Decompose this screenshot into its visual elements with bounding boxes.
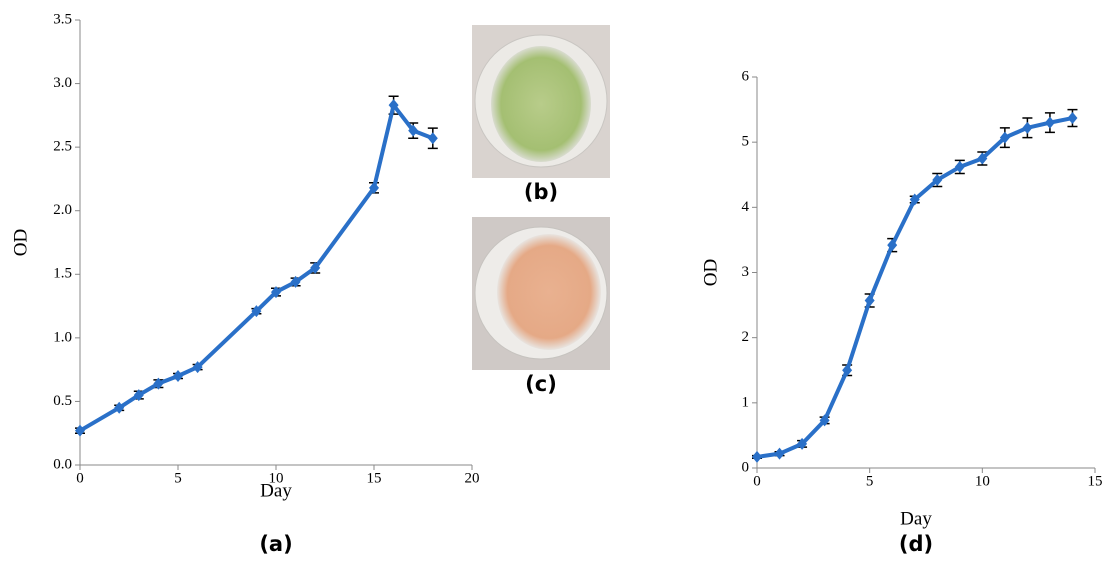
y-tick-label: 6 (742, 68, 750, 84)
y-tick-label: 3.5 (53, 11, 72, 27)
y-tick-label: 2.5 (53, 139, 72, 155)
y-tick-label: 5 (742, 134, 750, 150)
x-tick-label: 0 (753, 473, 761, 489)
marker (1045, 117, 1055, 129)
y-axis-label: OD (10, 229, 31, 256)
x-tick-label: 5 (174, 470, 182, 486)
photo-b (472, 25, 610, 178)
y-tick-label: 4 (742, 199, 750, 215)
x-tick-label: 15 (1088, 473, 1103, 489)
y-tick-label: 1 (742, 394, 750, 410)
photo-label: (c) (525, 372, 557, 396)
x-axis-label: Day (900, 508, 932, 529)
data-line (80, 105, 433, 430)
marker (1022, 122, 1032, 134)
y-tick-label: 0.0 (53, 456, 72, 472)
y-tick-label: 3 (742, 264, 750, 280)
y-tick-label: 0 (742, 459, 750, 475)
y-tick-label: 2 (742, 329, 750, 345)
marker (775, 448, 785, 460)
x-tick-label: 5 (866, 473, 874, 489)
marker (752, 451, 762, 463)
x-tick-label: 15 (367, 470, 382, 486)
y-tick-label: 1.0 (53, 329, 72, 345)
y-tick-label: 3.0 (53, 75, 72, 91)
x-tick-label: 10 (975, 473, 990, 489)
y-axis-label: OD (700, 259, 721, 286)
data-line (757, 118, 1072, 457)
photo-c (472, 217, 610, 370)
photo-label: (b) (524, 180, 558, 204)
panel-label: (d) (899, 532, 933, 556)
panel-label: (a) (259, 532, 292, 556)
marker (1067, 112, 1077, 124)
y-tick-label: 2.0 (53, 202, 72, 218)
x-axis-label: Day (260, 480, 292, 501)
x-tick-label: 0 (76, 470, 84, 486)
figure: (b) (c) 0.00.51.01.52.02.53.03.505101520… (0, 0, 1107, 577)
x-tick-label: 20 (465, 470, 480, 486)
marker (173, 370, 183, 382)
marker (428, 132, 438, 144)
y-tick-label: 1.5 (53, 266, 72, 282)
y-tick-label: 0.5 (53, 393, 72, 409)
